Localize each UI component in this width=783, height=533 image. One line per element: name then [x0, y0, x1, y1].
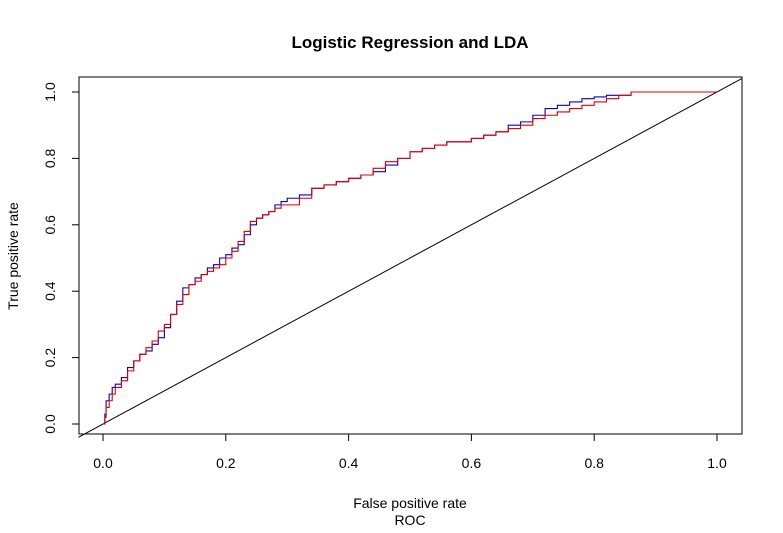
- x-tick-label: 0.8: [584, 455, 604, 471]
- y-axis-label: True positive rate: [5, 202, 21, 310]
- y-axis: 0.0 0.2 0.4 0.6 0.8 1.0: [42, 82, 80, 434]
- y-tick-label: 0.0: [42, 414, 58, 434]
- y-tick-label: 0.2: [42, 348, 58, 368]
- x-axis: 0.0 0.2 0.4 0.6 0.8 1.0: [93, 433, 727, 471]
- x-tick-label: 0.4: [339, 455, 359, 471]
- y-tick-label: 0.8: [42, 148, 58, 168]
- y-tick-label: 1.0: [42, 82, 58, 102]
- x-tick-label: 0.2: [216, 455, 236, 471]
- y-tick-label: 0.6: [42, 215, 58, 235]
- x-axis-sublabel: ROC: [394, 512, 425, 528]
- x-tick-label: 0.6: [462, 455, 482, 471]
- x-axis-label: False positive rate: [353, 495, 467, 511]
- series-layer: [78, 78, 742, 438]
- x-tick-label: 1.0: [707, 455, 727, 471]
- y-tick-label: 0.4: [42, 281, 58, 301]
- chart-title: Logistic Regression and LDA: [291, 33, 528, 52]
- reference-diagonal-line: [78, 78, 742, 438]
- x-tick-label: 0.0: [93, 455, 113, 471]
- roc-curve-series-2: [103, 91, 717, 425]
- roc-curve-series-1: [103, 91, 717, 425]
